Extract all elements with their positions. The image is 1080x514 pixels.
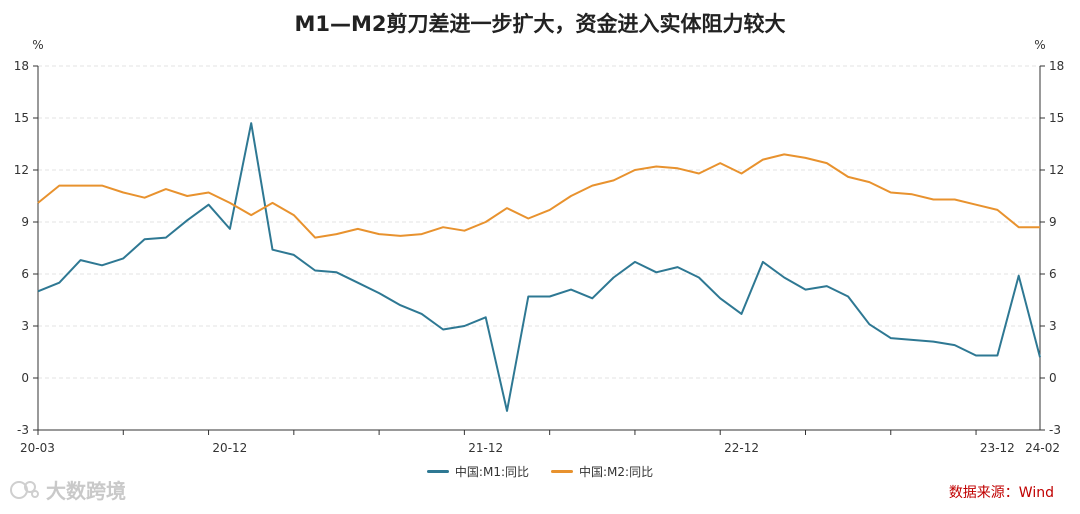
legend-item-m2[interactable]: 中国:M2:同比 [551, 463, 653, 480]
watermark-logo: 大数跨境 [10, 475, 126, 504]
series-line-m2 [37, 153, 1040, 239]
legend-swatch-m2 [551, 470, 573, 473]
y-axis-unit-left: % [32, 38, 43, 52]
x-tick-label: 20-12 [212, 441, 247, 455]
logo-icon [10, 480, 39, 499]
legend-swatch-m1 [426, 470, 449, 473]
y-tick-label-left: 12 [14, 163, 29, 177]
y-tick-label-left: 9 [21, 215, 29, 229]
grid-lines [38, 65, 1040, 379]
y-tick-label-left: 6 [21, 267, 29, 281]
legend-item-m1[interactable]: 中国:M1:同比 [426, 463, 529, 480]
x-tick-label: 24-02 [1025, 441, 1060, 455]
y-tick-label-right: 0 [1049, 371, 1057, 385]
x-tick-label: 23-12 [980, 441, 1015, 455]
y-tick-label-left: 3 [21, 319, 29, 333]
y-tick-label-right: 3 [1049, 319, 1057, 333]
series-line-m1 [37, 122, 1041, 412]
series [37, 122, 1041, 412]
y-tick-label-right: -3 [1049, 423, 1061, 437]
watermark-text: 大数跨境 [46, 479, 126, 503]
y-axis-unit-right: % [1034, 38, 1045, 52]
x-tick-label: 20-03 [20, 441, 55, 455]
source-note: 数据来源：Wind [948, 485, 1054, 501]
axes: -3 -3 0 0 3 3 6 6 9 9 12 12 15 15 18 18 20-03 20-12 21-12 2… [14, 59, 1065, 455]
legend-label-m1: 中国:M1:同比 [454, 465, 529, 479]
y-tick-label-left: 0 [21, 371, 29, 385]
y-tick-label-left: -3 [17, 423, 29, 437]
x-tick-label: 21-12 [468, 441, 503, 455]
y-tick-label-right: 6 [1049, 267, 1057, 281]
legend: 中国:M1:同比 中国:M2:同比 [0, 463, 1080, 480]
y-tick-label-left: 15 [14, 111, 29, 125]
y-tick-label-right: 15 [1049, 111, 1064, 125]
y-tick-label-right: 12 [1049, 163, 1064, 177]
y-tick-label-right: 18 [1049, 59, 1064, 73]
chart-title: M1—M2剪刀差进一步扩大，资金进入实体阻力较大 [294, 12, 786, 36]
legend-label-m2: 中国:M2:同比 [579, 465, 654, 479]
x-tick-label: 22-12 [724, 441, 759, 455]
y-tick-label-right: 9 [1049, 215, 1057, 229]
y-tick-label-left: 18 [14, 59, 29, 73]
